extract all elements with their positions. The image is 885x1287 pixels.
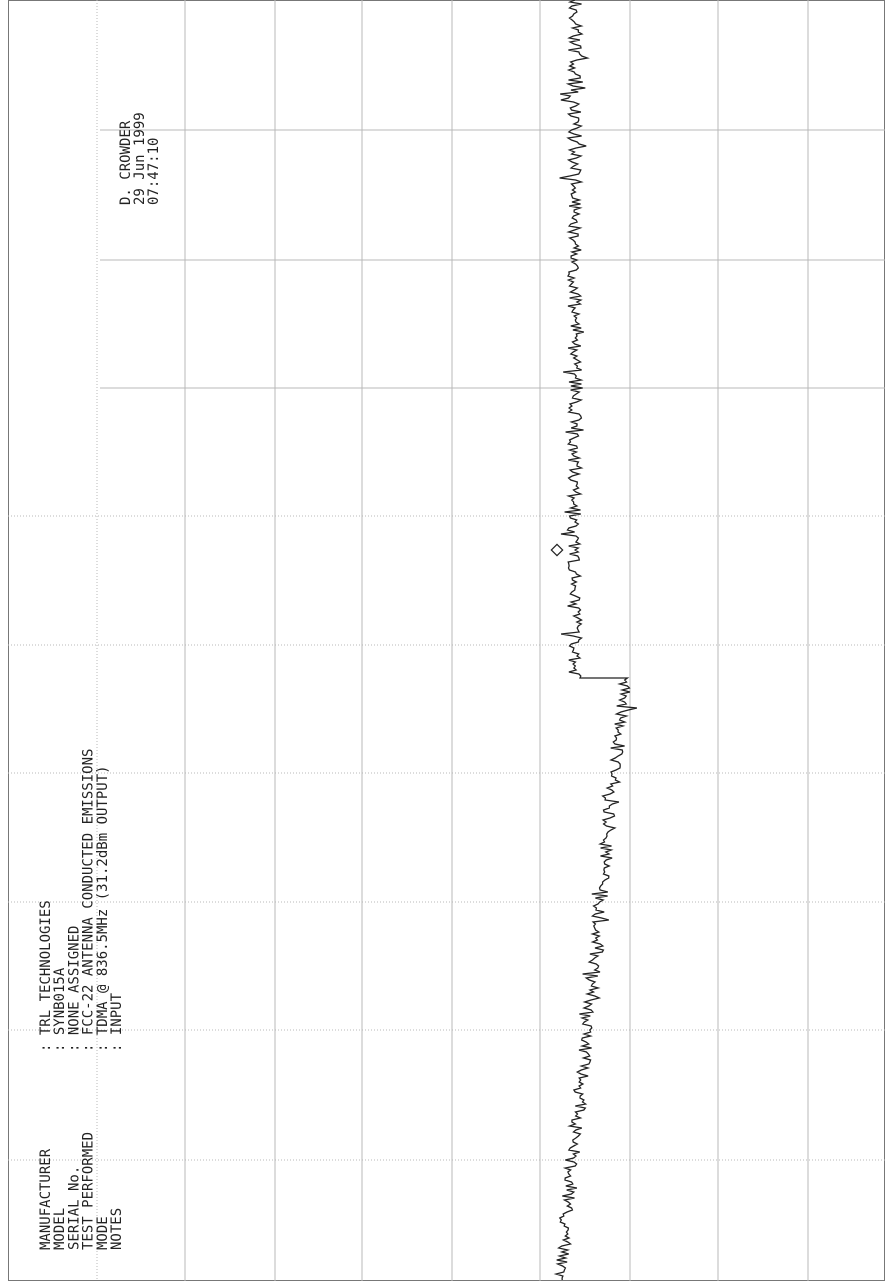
annotation-block: MANUFACTURER : TRL TECHNOLOGIES MODEL : SYN… [38,112,162,1250]
field-value: : FCC-22 ANTENNA CONDUCTED EMISSIONS [81,749,97,1052]
field-value: : NONE ASSIGNED [66,926,82,1052]
field-value: : TDMA @ 836.5MHz (31.2dBm OUTPUT) [95,765,111,1052]
field-label: SERIAL No. [66,1166,82,1250]
field-label: MODE [95,1216,111,1250]
field-label: NOTES [109,1208,125,1250]
marker [550,543,564,557]
field-value: : SYNB015A [52,967,68,1052]
spectrum-trace [553,0,638,1281]
header-date: 29 Jun 1999 [132,112,148,205]
header-operator: D. CROWDER [118,120,134,205]
field-label: MANUFACTURER [38,1148,54,1250]
header-time: 07:47:10 [146,138,162,205]
field-value: : TRL TECHNOLOGIES [38,900,54,1052]
marker-diamond [550,543,564,557]
grid [8,0,885,1281]
field-value: : INPUT [109,992,125,1052]
field-label: TEST PERFORMED [81,1132,97,1250]
field-label: MODEL [52,1208,68,1250]
